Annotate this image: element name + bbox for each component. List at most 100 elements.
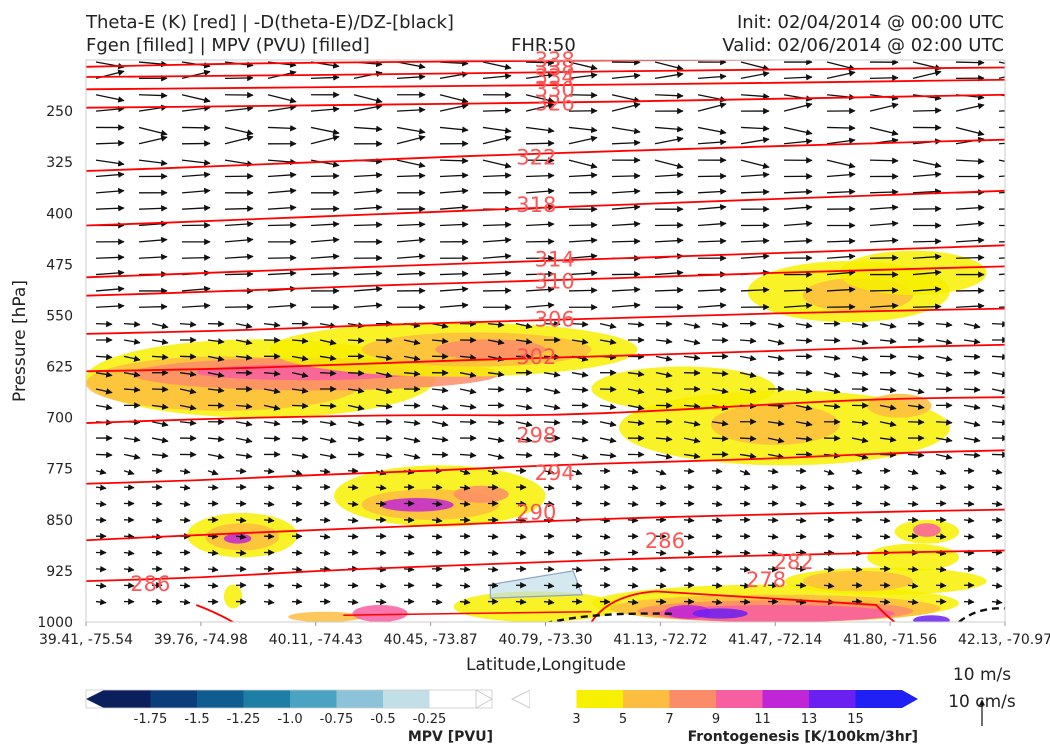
wind-vector [310, 126, 340, 136]
wind-vector [783, 204, 813, 211]
wind-vector [151, 338, 169, 346]
wind-vector [955, 126, 985, 137]
wind-vector [879, 533, 891, 540]
wind-vector [439, 172, 469, 179]
wind-vector [291, 549, 303, 557]
wind-vector [396, 221, 426, 228]
x-axis-title: Latitude,Longitude [466, 655, 626, 675]
wind-vector [869, 220, 899, 227]
wind-vector [235, 549, 247, 557]
wind-vector [151, 500, 163, 507]
wind-vector [207, 386, 225, 394]
wind-vector [568, 126, 598, 134]
wind-vector [935, 453, 953, 460]
wind-vector [740, 125, 770, 132]
wind-vector [783, 138, 813, 145]
wind-vector [907, 500, 919, 508]
wind-vector [403, 355, 421, 362]
wind-vector [963, 420, 981, 428]
wind-vector [991, 353, 1005, 361]
wind-vector [655, 582, 667, 589]
wind-vector [654, 269, 684, 277]
wind-vector [375, 337, 393, 344]
wind-vector [543, 484, 555, 491]
wind-vector [767, 468, 779, 475]
wind-vector [151, 403, 169, 410]
wind-vector [795, 435, 813, 443]
mpv-colorbar-segment [383, 690, 430, 708]
wind-vector [319, 453, 337, 460]
wind-vector [375, 354, 393, 362]
wind-vector [851, 339, 869, 346]
wind-vector [439, 94, 469, 104]
wind-vector [963, 549, 975, 556]
wind-vector [431, 533, 443, 540]
wind-vector [224, 270, 254, 278]
wind-vector [611, 102, 641, 112]
wind-vector [851, 370, 869, 377]
wind-vector [123, 436, 141, 443]
wind-vector [179, 468, 191, 475]
wind-vector [525, 221, 555, 228]
wind-vector [783, 286, 813, 294]
wind-vector [991, 320, 1005, 328]
wind-vector [543, 582, 555, 589]
mpv-colorbar-tick: -0.25 [413, 712, 447, 727]
contour-label: 326 [535, 92, 575, 116]
wind-vector [826, 188, 856, 196]
fgen-fill [913, 615, 950, 622]
wind-vector [935, 355, 953, 362]
contour-label: 334 [535, 65, 575, 89]
wind-vector [181, 69, 211, 80]
wind-vector [935, 549, 947, 557]
x-tick-label: 39.41, -75.54 [39, 632, 133, 648]
wind-vector [375, 582, 387, 589]
wind-vector [263, 500, 275, 508]
wind-vector [739, 582, 751, 589]
wind-vector [955, 220, 985, 227]
wind-vector [224, 253, 254, 261]
wind-vector [823, 582, 835, 589]
wind-vector [869, 157, 899, 164]
wind-vector [319, 354, 337, 362]
wind-vector [482, 107, 512, 114]
wind-vector [515, 420, 533, 428]
wind-vector [353, 204, 383, 211]
wind-vector [123, 582, 135, 589]
wind-vector [439, 221, 469, 228]
wind-vector [683, 516, 695, 524]
wind-vector [396, 61, 426, 70]
wind-vector [795, 404, 813, 411]
wind-vector [319, 468, 331, 475]
wind-vector [912, 303, 942, 310]
theta-e-contour [86, 343, 1005, 373]
wind-vector [95, 159, 125, 167]
x-tick-label: 41.47, -72.14 [728, 632, 822, 648]
wind-vector [912, 159, 942, 169]
wind-vector [655, 469, 667, 476]
wind-vector [912, 269, 942, 276]
fgen-fill [913, 523, 941, 537]
wind-vector [525, 172, 555, 179]
wind-vector [955, 302, 985, 310]
fgen-colorbar-tick: 11 [754, 712, 771, 727]
wind-vector [783, 74, 813, 81]
wind-vector [767, 354, 785, 362]
wind-vector [123, 484, 135, 491]
wind-vector [935, 386, 953, 393]
wind-vector [935, 321, 953, 328]
wind-vector [515, 436, 533, 444]
wind-vector [267, 221, 297, 229]
mpv-colorbar-frame [85, 689, 493, 709]
wind-vector [353, 125, 383, 133]
wind-vector [683, 549, 695, 557]
wind-vector [697, 302, 727, 309]
contour-label: 310 [535, 269, 575, 293]
fgen-colorbar-segment [576, 690, 623, 708]
wind-vector [935, 436, 953, 444]
wind-vector [459, 565, 471, 573]
wind-vector [179, 598, 191, 606]
wind-vector [869, 102, 899, 112]
wind-vector [235, 437, 253, 444]
wind-vector [683, 403, 701, 410]
